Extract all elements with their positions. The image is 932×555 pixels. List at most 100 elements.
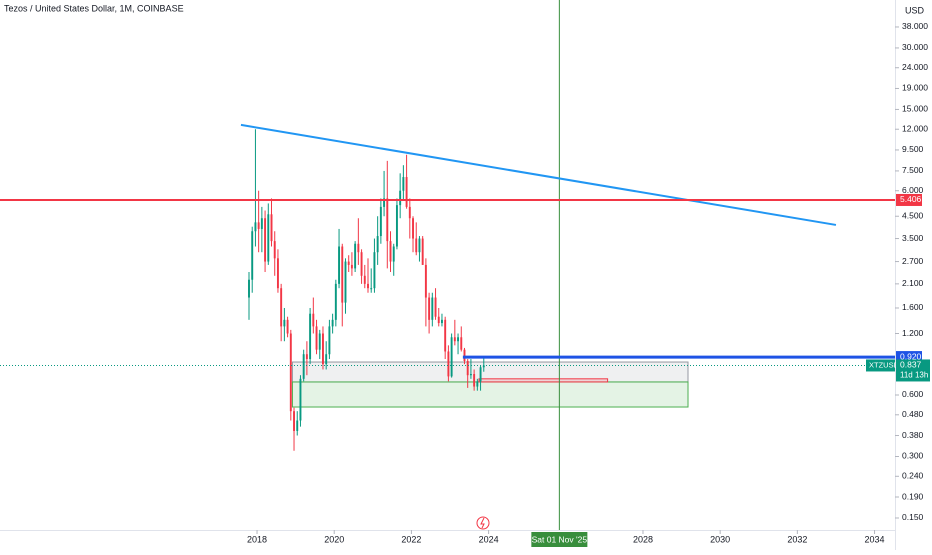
candle-body [331,319,334,327]
x-tick-label: 2018 [247,534,267,544]
candle-body [457,337,460,342]
candle-body [328,326,331,355]
candle-body [469,374,472,376]
currency-label: USD [905,5,925,15]
candle-body [399,190,402,206]
y-tick-label: 38.000 [902,21,928,31]
price-tag-label: 0.920 [900,351,922,361]
candle-body [286,319,289,334]
candle-body [267,214,270,262]
candle-body [341,246,344,303]
candle-body [325,354,328,365]
candle-body [434,297,437,317]
event-icon [476,516,490,530]
date-tag-label: Sat 01 Nov '25 [532,534,588,544]
candle-body [289,333,292,412]
candle-body [312,313,315,327]
candle-body [418,238,421,253]
candle-body [447,351,450,377]
candle-body [309,313,312,360]
candle-body [296,420,299,431]
candle-body [412,218,414,239]
candle-body [437,316,440,324]
x-tick-label: 2030 [710,534,730,544]
countdown-label: 11d 13h [900,371,928,380]
y-tick-label: 4.500 [902,210,924,220]
candle-body [415,238,418,253]
candle-body [251,231,254,280]
candle-body [276,258,279,289]
candle-body [270,214,273,242]
x-tick-label: 2032 [787,534,807,544]
candle-body [376,236,379,253]
chart-title: Tezos / United States Dollar, 1M, COINBA… [4,3,184,13]
candle-body [363,275,366,284]
candle-body [453,337,456,342]
y-tick-label: 0.380 [902,430,924,440]
candle-body [273,241,276,259]
x-tick-label: 2028 [633,534,653,544]
candle-body [479,367,482,382]
price-tag [896,193,922,206]
y-tick-label: 0.240 [902,471,924,481]
candle-body [350,264,353,269]
candle-body [299,378,302,421]
price-tag-label: 5.406 [900,194,922,204]
candle-body [344,261,347,303]
candle-body [318,333,321,350]
y-tick-label: 19.000 [902,83,928,93]
y-tick-label: 1.600 [902,302,924,312]
y-tick-label: 0.150 [902,512,924,522]
zone [478,378,609,383]
candle-body [338,246,341,284]
y-tick-label: 0.300 [902,451,924,461]
candle-body [424,264,427,298]
y-tick-label: 3.500 [902,233,924,243]
candle-body [466,361,469,376]
candle-body [460,337,463,350]
candle-body [293,411,295,431]
y-tick-label: 0.600 [902,389,924,399]
candle-body [428,297,431,320]
x-tick-label: 2022 [401,534,421,544]
candle-body [405,177,408,207]
last-price-label: 0.837 [900,360,922,370]
candle-body [386,198,389,242]
candle-body [379,206,382,237]
candle-body [360,252,363,276]
y-tick-label: 2.700 [902,256,924,266]
x-tick-label: 2024 [479,534,499,544]
date-tag [531,532,588,547]
candle-body [347,261,350,265]
last-price-tag [896,359,930,382]
y-tick-label: 2.100 [902,278,924,288]
plot-area [0,0,895,530]
y-tick-label: 1.200 [902,328,924,338]
zone [291,381,689,408]
candle-body [476,381,479,387]
candle-body [248,279,250,298]
candle-body [264,218,267,262]
y-tick-label: 0.480 [902,409,924,419]
y-tick-label: 12.000 [902,123,928,133]
candle-body [302,354,305,379]
candle-body [473,374,476,387]
candle-body [463,349,466,362]
y-tick-label: 7.500 [902,165,924,175]
candle-body [408,206,411,219]
candle-body [431,297,434,320]
symbol-tag [866,359,895,372]
candle-body [392,246,395,262]
candle-body [357,243,360,253]
candle-body [482,365,485,368]
candle-body [354,243,357,269]
candle-body [389,241,392,262]
candle-body [260,218,263,229]
x-tick-label: 2020 [324,534,344,544]
candle-body [444,319,447,352]
candle-body [370,288,373,290]
y-tick-label: 30.000 [902,42,928,52]
x-tick-label: 2034 [865,534,885,544]
